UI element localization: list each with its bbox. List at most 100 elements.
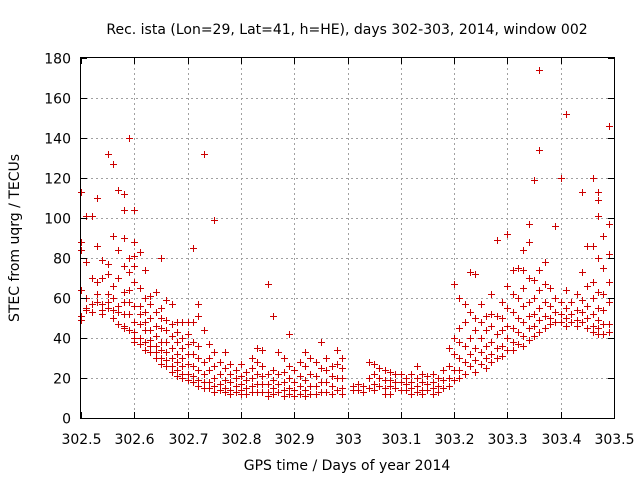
data-point <box>275 381 282 388</box>
data-point <box>131 303 138 310</box>
data-point <box>536 267 543 274</box>
data-point <box>382 367 389 374</box>
data-point <box>179 319 186 326</box>
data-point <box>488 339 495 346</box>
data-point <box>243 385 250 392</box>
data-point <box>265 393 272 400</box>
data-point <box>590 295 597 302</box>
data-point <box>536 147 543 154</box>
data-point <box>94 279 101 286</box>
data-point <box>249 355 256 362</box>
data-point <box>206 367 213 374</box>
data-point <box>115 321 122 328</box>
data-point <box>222 389 229 396</box>
data-point <box>526 239 533 246</box>
data-point <box>590 323 597 330</box>
data-point <box>520 333 527 340</box>
data-point <box>137 341 144 348</box>
data-point <box>568 319 575 326</box>
data-point <box>398 371 405 378</box>
data-point <box>478 319 485 326</box>
data-point <box>307 383 314 390</box>
data-point <box>536 329 543 336</box>
data-point <box>563 323 570 330</box>
data-point <box>584 325 591 332</box>
data-point <box>222 377 229 384</box>
data-point <box>206 341 213 348</box>
data-point <box>265 381 272 388</box>
data-point <box>547 315 554 322</box>
data-point <box>83 307 90 314</box>
data-point <box>430 371 437 378</box>
data-point <box>323 367 330 374</box>
data-point <box>600 265 607 272</box>
data-point <box>600 307 607 314</box>
data-point <box>558 311 565 318</box>
data-point <box>131 253 138 260</box>
data-point <box>105 261 112 268</box>
data-point <box>158 255 165 262</box>
data-point <box>515 329 522 336</box>
data-point <box>201 151 208 158</box>
data-point <box>504 231 511 238</box>
data-point <box>360 383 367 390</box>
data-point <box>227 391 234 398</box>
data-point <box>179 335 186 342</box>
data-point <box>595 197 602 204</box>
data-point <box>355 387 362 394</box>
data-point <box>371 371 378 378</box>
data-point <box>211 363 218 370</box>
data-point <box>163 349 170 356</box>
data-point <box>563 111 570 118</box>
data-point <box>105 291 112 298</box>
data-point <box>259 363 266 370</box>
data-point <box>536 317 543 324</box>
data-point <box>478 335 485 342</box>
data-point <box>430 379 437 386</box>
data-point <box>403 375 410 382</box>
data-point <box>142 295 149 302</box>
data-point <box>115 303 122 310</box>
data-point <box>179 363 186 370</box>
data-point <box>169 333 176 340</box>
data-point <box>456 355 463 362</box>
data-point <box>542 313 549 320</box>
data-point <box>195 377 202 384</box>
data-point <box>211 389 218 396</box>
data-point <box>499 327 506 334</box>
data-point <box>313 373 320 380</box>
data-point <box>515 315 522 322</box>
data-point <box>531 311 538 318</box>
data-point <box>121 289 128 296</box>
data-point <box>392 385 399 392</box>
data-point <box>424 381 431 388</box>
data-point <box>488 351 495 358</box>
x-tick-label: 303.1 <box>381 432 421 448</box>
data-point <box>520 285 527 292</box>
data-point <box>472 271 479 278</box>
data-point <box>600 321 607 328</box>
data-point <box>499 343 506 350</box>
data-point <box>137 303 144 310</box>
data-point <box>526 313 533 320</box>
y-axis-title: STEC from uqrg / TECUs <box>7 154 23 322</box>
data-point <box>504 335 511 342</box>
data-point <box>126 287 133 294</box>
data-point <box>595 189 602 196</box>
data-point <box>440 367 447 374</box>
data-point <box>600 291 607 298</box>
data-point <box>179 375 186 382</box>
data-point <box>286 331 293 338</box>
data-point <box>606 299 613 306</box>
data-point <box>606 251 613 258</box>
data-point <box>275 389 282 396</box>
data-point <box>510 309 517 316</box>
data-point <box>302 393 309 400</box>
data-point <box>110 295 117 302</box>
data-point <box>78 239 85 246</box>
data-point <box>302 363 309 370</box>
data-point <box>606 321 613 328</box>
data-point <box>494 355 501 362</box>
data-point <box>291 379 298 386</box>
data-point <box>467 363 474 370</box>
